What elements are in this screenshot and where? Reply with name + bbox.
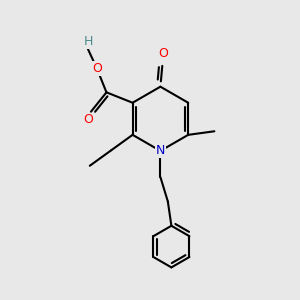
Text: O: O	[84, 113, 94, 127]
Text: O: O	[158, 46, 168, 60]
Text: H: H	[83, 35, 93, 48]
Text: N: N	[156, 144, 165, 158]
Text: O: O	[92, 62, 102, 75]
